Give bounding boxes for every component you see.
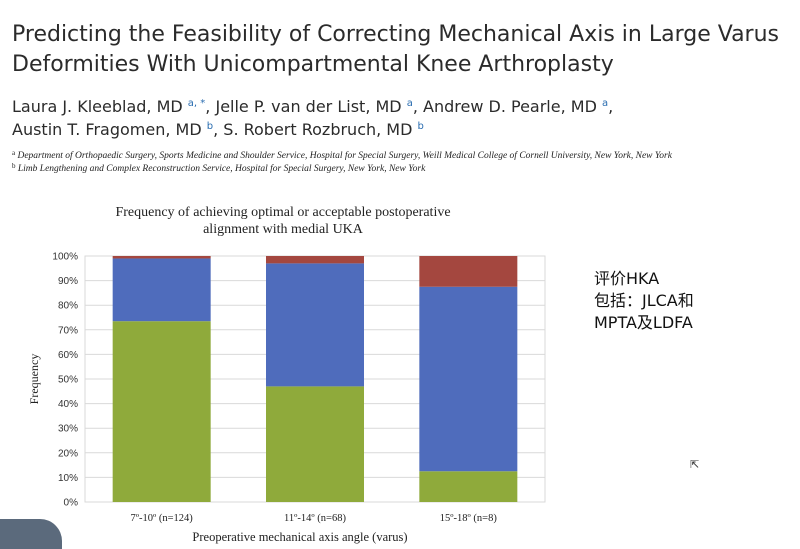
y-axis-label: Frequency xyxy=(27,354,41,405)
note-line-2: 包括：JLCA和 xyxy=(594,291,694,310)
y-tick-label: 20% xyxy=(58,448,78,459)
bar-segment xyxy=(266,256,364,264)
affiliation-b: b Limb Lengthening and Complex Reconstru… xyxy=(12,161,787,176)
x-axis-label: Preoperative mechanical axis angle (varu… xyxy=(192,530,407,544)
author-affiliation-mark: a xyxy=(601,98,609,109)
y-tick-label: 50% xyxy=(58,375,78,386)
author-name: Andrew D. Pearle, MD xyxy=(423,97,597,116)
author-list: Laura J. Kleeblad, MD a, *, Jelle P. van… xyxy=(12,95,792,141)
author-name: Jelle P. van der List, MD xyxy=(215,97,402,116)
bar-segment xyxy=(266,263,364,387)
bar-segment xyxy=(419,256,518,287)
y-tick-label: 30% xyxy=(58,424,78,435)
author-name: S. Robert Rozbruch, MD xyxy=(223,120,413,139)
mouse-cursor-icon: ⇱ xyxy=(690,459,700,471)
note-line-1: 评价HKA xyxy=(594,269,660,288)
paper-title: Predicting the Feasibility of Correcting… xyxy=(12,20,792,80)
affiliations: a Department of Orthopaedic Surgery, Spo… xyxy=(12,150,787,175)
author-line-2: Austin T. Fragomen, MD b, S. Robert Rozb… xyxy=(12,120,424,139)
bar-segment xyxy=(419,286,518,472)
author-affiliation-mark: b xyxy=(417,121,424,132)
author-line-1: Laura J. Kleeblad, MD a, *, Jelle P. van… xyxy=(12,97,614,116)
affiliation-text: Limb Lengthening and Complex Reconstruct… xyxy=(17,163,426,174)
annotation-note: 评价HKA 包括：JLCA和 MPTA及LDFA xyxy=(594,268,694,334)
note-line-3: MPTA及LDFA xyxy=(594,313,693,332)
chart-title-line: Frequency of achieving optimal or accept… xyxy=(115,205,450,220)
affiliation-mark: b xyxy=(12,161,16,170)
bar-segment xyxy=(266,386,364,502)
y-tick-label: 10% xyxy=(58,473,78,484)
affiliation-a: a Department of Orthopaedic Surgery, Spo… xyxy=(12,150,787,163)
author-affiliation-mark: a xyxy=(406,98,413,109)
author-name: Austin T. Fragomen, MD xyxy=(12,120,202,139)
chart-title-line: alignment with medial UKA xyxy=(203,222,364,237)
y-tick-label: 40% xyxy=(58,399,78,410)
y-tick-label: 60% xyxy=(58,350,78,361)
title-line-1: Predicting the Feasibility of Correcting… xyxy=(12,22,780,47)
y-tick-label: 100% xyxy=(52,252,78,263)
taskbar-corner xyxy=(0,519,62,549)
author-affiliation-mark: b xyxy=(206,121,214,132)
title-line-2: Deformities With Unicompartmental Knee A… xyxy=(12,52,614,77)
bar-segment xyxy=(419,471,518,502)
affiliation-text: Department of Orthopaedic Surgery, Sport… xyxy=(17,151,672,161)
bar-segment xyxy=(112,321,211,502)
y-tick-label: 0% xyxy=(64,498,79,509)
x-tick-label: 11º-14º (n=68) xyxy=(284,513,346,524)
x-tick-label: 15º-18º (n=8) xyxy=(440,513,498,524)
bar-segment xyxy=(112,256,211,259)
x-tick-label: 7º-10º (n=124) xyxy=(131,513,194,524)
affiliation-mark: a xyxy=(12,149,16,157)
y-tick-label: 80% xyxy=(58,301,78,312)
author-affiliation-mark: a, * xyxy=(187,98,206,109)
author-name: Laura J. Kleeblad, MD xyxy=(12,97,183,116)
y-tick-label: 70% xyxy=(58,325,78,336)
bar-segment xyxy=(112,258,211,322)
y-tick-label: 90% xyxy=(58,276,78,287)
